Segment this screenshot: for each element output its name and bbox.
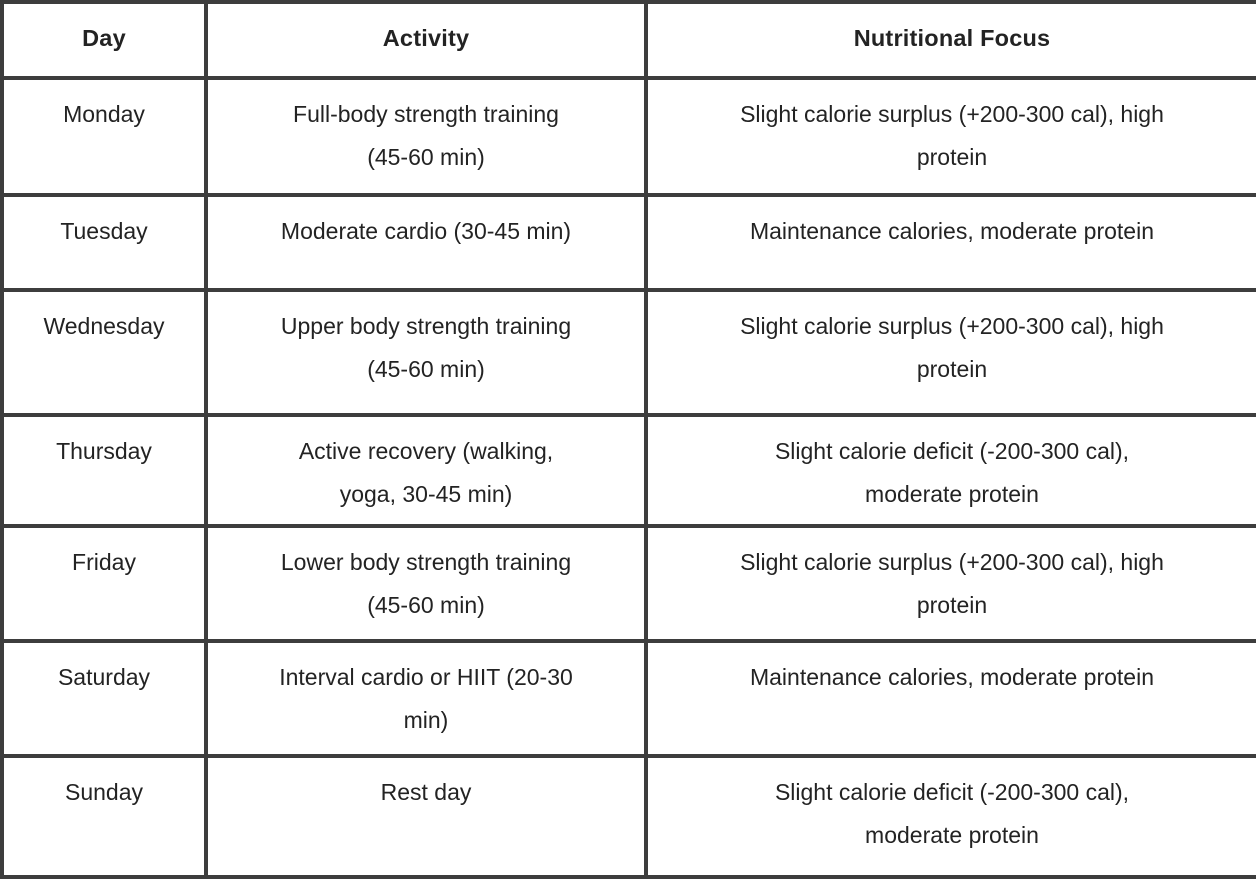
nutrition-cell: Slight calorie surplus (+200-300 cal), h… bbox=[644, 288, 1256, 417]
nutrition-cell: Slight calorie surplus (+200-300 cal), h… bbox=[644, 76, 1256, 197]
day-cell: Tuesday bbox=[0, 193, 208, 292]
table-row-tuesday: Tuesday Moderate cardio (30-45 min) Main… bbox=[0, 193, 1256, 292]
activity-cell: Rest day bbox=[204, 754, 648, 879]
activity-cell: Interval cardio or HIIT (20-30 min) bbox=[204, 639, 648, 758]
day-cell: Monday bbox=[0, 76, 208, 197]
col-header-day: Day bbox=[0, 0, 208, 80]
table-row-monday: Monday Full-body strength training (45-6… bbox=[0, 76, 1256, 197]
nutrition-cell: Maintenance calories, moderate protein bbox=[644, 639, 1256, 758]
nutrition-cell: Slight calorie deficit (-200-300 cal), m… bbox=[644, 413, 1256, 528]
col-header-activity: Activity bbox=[204, 0, 648, 80]
table-row-saturday: Saturday Interval cardio or HIIT (20-30 … bbox=[0, 639, 1256, 758]
day-cell: Sunday bbox=[0, 754, 208, 879]
activity-cell: Full-body strength training (45-60 min) bbox=[204, 76, 648, 197]
activity-cell: Active recovery (walking, yoga, 30-45 mi… bbox=[204, 413, 648, 528]
table-row-thursday: Thursday Active recovery (walking, yoga,… bbox=[0, 413, 1256, 528]
activity-cell: Lower body strength training (45-60 min) bbox=[204, 524, 648, 643]
day-cell: Friday bbox=[0, 524, 208, 643]
nutrition-cell: Maintenance calories, moderate protein bbox=[644, 193, 1256, 292]
day-cell: Wednesday bbox=[0, 288, 208, 417]
activity-cell: Upper body strength training (45-60 min) bbox=[204, 288, 648, 417]
table-row-friday: Friday Lower body strength training (45-… bbox=[0, 524, 1256, 643]
day-cell: Saturday bbox=[0, 639, 208, 758]
day-cell: Thursday bbox=[0, 413, 208, 528]
activity-cell: Moderate cardio (30-45 min) bbox=[204, 193, 648, 292]
nutrition-cell: Slight calorie surplus (+200-300 cal), h… bbox=[644, 524, 1256, 643]
table-row-wednesday: Wednesday Upper body strength training (… bbox=[0, 288, 1256, 417]
table-row-sunday: Sunday Rest day Slight calorie deficit (… bbox=[0, 754, 1256, 879]
nutrition-cell: Slight calorie deficit (-200-300 cal), m… bbox=[644, 754, 1256, 879]
col-header-nutritional-focus: Nutritional Focus bbox=[644, 0, 1256, 80]
header-row: Day Activity Nutritional Focus bbox=[0, 0, 1256, 80]
